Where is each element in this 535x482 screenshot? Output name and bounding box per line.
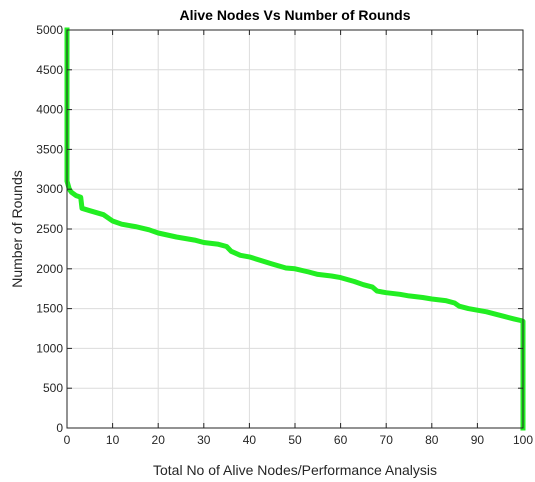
x-tick-label: 10	[106, 433, 120, 447]
y-tick-label: 5000	[36, 23, 63, 37]
y-tick-label: 0	[56, 421, 63, 435]
x-tick-label: 80	[425, 433, 439, 447]
x-tick-label: 90	[471, 433, 485, 447]
x-tick-label: 100	[513, 433, 533, 447]
series-line	[64, 27, 526, 431]
series-layer	[64, 27, 526, 431]
y-tick-label: 3500	[36, 142, 63, 156]
y-axis-title: Number of Rounds	[9, 170, 25, 288]
x-axis-title: Total No of Alive Nodes/Performance Anal…	[153, 462, 437, 478]
x-tick-label: 20	[152, 433, 166, 447]
y-tick-label: 2000	[36, 262, 63, 276]
x-tick-label: 50	[288, 433, 302, 447]
x-tick-label: 60	[334, 433, 348, 447]
x-tick-label: 30	[197, 433, 211, 447]
y-tick-label: 2500	[36, 222, 63, 236]
y-tick-labels: 0 500 1000 1500 2000 2500 3000 3500 4000 4500 5000	[36, 23, 63, 435]
y-tick-label: 4000	[36, 103, 63, 117]
y-tick-label: 4500	[36, 63, 63, 77]
chart-title: Alive Nodes Vs Number of Rounds	[179, 7, 410, 23]
ticks	[66, 29, 524, 429]
y-tick-label: 3000	[36, 182, 63, 196]
y-tick-label: 1000	[36, 341, 63, 355]
y-tick-label: 500	[43, 381, 63, 395]
x-tick-label: 70	[380, 433, 394, 447]
x-tick-label: 0	[64, 433, 71, 447]
y-tick-label: 1500	[36, 302, 63, 316]
x-tick-labels: 0 10 20 30 40 50 60 70 80 90 100	[64, 433, 534, 447]
x-tick-label: 40	[243, 433, 257, 447]
